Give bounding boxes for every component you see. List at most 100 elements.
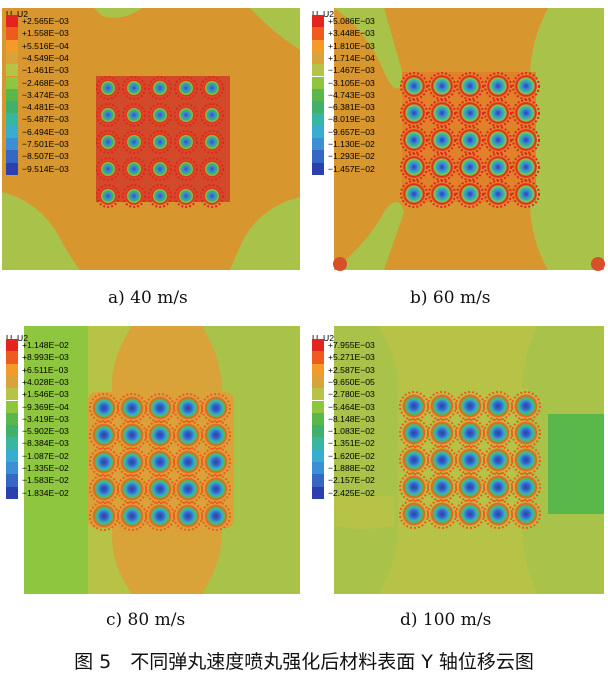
impact-crater	[151, 133, 169, 151]
impact-crater	[431, 75, 453, 97]
impact-crater	[92, 504, 116, 528]
impact-crater	[92, 423, 116, 447]
crater-ring	[148, 103, 172, 127]
panel-b: U, U2 +5.086E−03 +3.448E−03 +1.810E−03 +1.7…	[308, 2, 608, 308]
crater-ring	[96, 184, 120, 208]
impact-crater	[487, 183, 509, 205]
impact-crater	[176, 504, 200, 528]
legend-tick-label: +2.565E−03	[22, 16, 69, 26]
impact-crater	[431, 102, 453, 124]
legend-swatch	[312, 351, 324, 364]
legend-swatch	[312, 412, 324, 426]
impact-crater	[204, 504, 228, 528]
impact-crater	[514, 475, 538, 499]
panel-caption: a) 40 m/s	[108, 288, 188, 308]
crater-ring	[201, 501, 231, 531]
legend-swatch	[312, 39, 324, 52]
legend-swatch	[6, 138, 18, 151]
impact-crater	[203, 133, 221, 151]
legend-tick-label: −4.549E−04	[22, 52, 69, 63]
impact-crater	[431, 129, 453, 151]
impact-crater	[514, 394, 538, 418]
crater-ring	[455, 499, 485, 529]
impact-crater	[458, 421, 482, 445]
impact-crater	[148, 504, 172, 528]
figure-caption: 图 5 不同弹丸速度喷丸强化后材料表面 Y 轴位移云图	[74, 651, 534, 673]
legend-swatch	[312, 437, 324, 450]
legend-swatch	[6, 101, 18, 114]
impact-crater	[430, 475, 454, 499]
legend-tick-label: +7.955E−03	[328, 340, 375, 350]
legend-swatch	[6, 462, 18, 475]
impact-crater	[204, 423, 228, 447]
legend-tick-label: −9.657E−03	[328, 126, 375, 137]
legend-tick-label: −5.464E−03	[328, 401, 375, 412]
crater-ring	[512, 72, 540, 100]
crater-ring	[400, 153, 428, 181]
crater-ring	[174, 103, 198, 127]
impact-crater	[204, 450, 228, 474]
impact-crater	[486, 502, 510, 526]
impact-crater	[120, 477, 144, 501]
impact-crater	[403, 102, 425, 124]
legend-tick-label: −1.467E−03	[328, 65, 375, 76]
legend-tick-label: +5.516E−04	[22, 40, 69, 51]
legend-tick-label: −2.780E−03	[328, 389, 375, 400]
legend-swatch	[312, 162, 324, 175]
crater-ring	[512, 180, 540, 208]
legend-swatch	[6, 339, 18, 352]
legend-tick-label: +1.546E−03	[22, 389, 69, 400]
legend-swatch	[6, 27, 18, 40]
impact-crater	[99, 106, 117, 124]
legend-tick-label: +6.511E−03	[22, 364, 69, 375]
legend-swatch	[312, 64, 324, 77]
panel-c: U, U2 +1.148E−02 +8.993E−03 +6.511E−03 +4.0…	[2, 326, 302, 630]
legend-swatch	[6, 64, 18, 77]
crater-ring	[148, 76, 172, 100]
crater-ring	[427, 499, 457, 529]
impact-crater	[92, 396, 116, 420]
legend-swatch	[312, 449, 324, 462]
legend-tick-label: −3.419E−03	[22, 413, 69, 424]
impact-crater	[99, 79, 117, 97]
legend-swatch	[6, 113, 18, 126]
impact-crater	[459, 183, 481, 205]
legend-tick-label: −8.384E−03	[22, 438, 69, 449]
crater-ring	[483, 499, 513, 529]
legend-swatch	[6, 363, 18, 376]
legend-swatch	[6, 351, 18, 364]
legend-swatch	[312, 150, 324, 163]
crater-ring	[122, 184, 146, 208]
crater-ring	[456, 180, 484, 208]
impact-crater	[125, 106, 143, 124]
legend-swatch	[6, 51, 18, 65]
legend-swatch	[6, 375, 18, 389]
legend-tick-label: −4.743E−03	[328, 89, 375, 100]
impact-crater	[514, 421, 538, 445]
legend-swatch	[312, 400, 324, 413]
legend-swatch	[6, 76, 18, 89]
panel-caption: b) 60 m/s	[410, 288, 491, 308]
legend-tick-label: −1.293E−02	[328, 151, 375, 162]
impact-crater	[120, 450, 144, 474]
impact-crater	[515, 156, 537, 178]
legend-tick-label: −1.083E−02	[328, 426, 375, 437]
crater-ring	[148, 130, 172, 154]
legend-tick-label: −8.019E−03	[328, 114, 375, 125]
impact-crater	[458, 475, 482, 499]
impact-crater	[151, 160, 169, 178]
legend-tick-label: −3.105E−03	[328, 77, 375, 88]
legend-tick-label: −1.461E−03	[22, 65, 69, 76]
legend-tick-label: −1.834E−02	[22, 487, 69, 498]
legend-tick-label: −8.148E−03	[328, 413, 375, 424]
impact-crater	[431, 156, 453, 178]
legend-tick-label: −1.620E−02	[328, 450, 375, 461]
legend-swatch	[312, 51, 324, 65]
legend-tick-label: −6.381E−03	[328, 102, 375, 113]
impact-crater	[459, 156, 481, 178]
crater-ring	[148, 157, 172, 181]
impact-crater	[92, 450, 116, 474]
crater-ring	[96, 130, 120, 154]
legend-swatch	[6, 88, 18, 102]
legend-swatch	[312, 138, 324, 151]
